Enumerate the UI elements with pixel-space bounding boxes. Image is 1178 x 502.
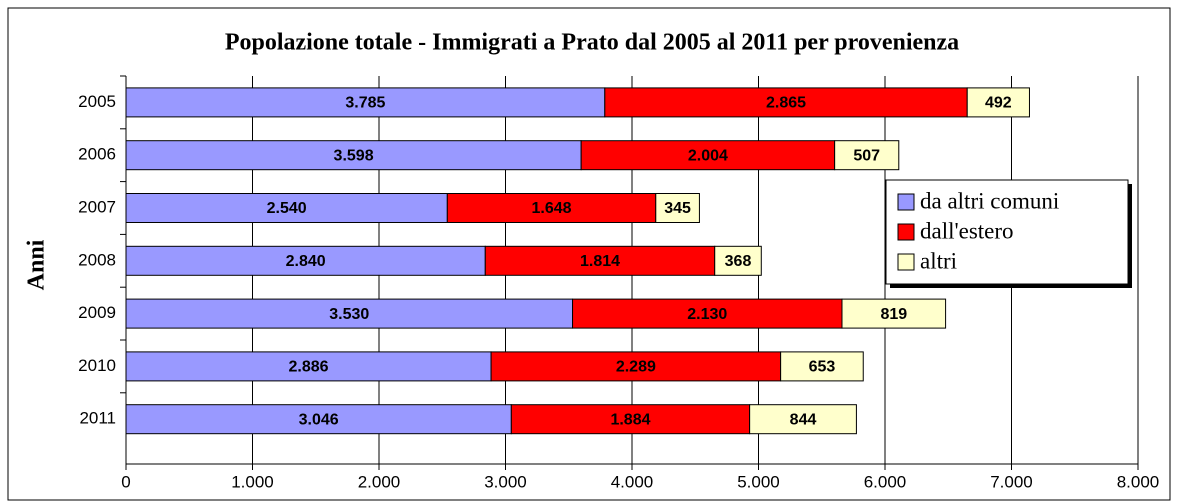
legend-swatch [897,253,915,271]
legend-label: da altri comuni [920,188,1059,213]
y-tick-label: 2011 [79,409,116,428]
bar-segment [125,193,448,223]
value-label: 1.884 [610,411,650,428]
x-tick-label: 5.000 [737,472,780,491]
value-label: 2.540 [267,200,307,217]
bar-segment [714,245,762,276]
x-tick-label: 7.000 [990,472,1033,491]
legend [885,179,1129,285]
value-label: 492 [985,95,1012,112]
value-label: 653 [809,359,836,376]
value-label: 2.289 [616,359,656,376]
x-tick-label: 6.000 [864,472,907,491]
bar-segment [510,404,751,435]
value-label: 3.530 [329,306,369,323]
y-tick-label: 2005 [78,92,116,111]
bar-segment [572,298,843,329]
bar-segment [580,140,836,171]
bar-segment [125,245,486,276]
value-label: 1.814 [580,253,620,270]
bar-segment [966,87,1030,118]
y-tick-label: 2010 [78,356,116,375]
x-tick-label: 4.000 [611,472,654,491]
value-label: 2.886 [289,359,329,376]
bar-segment [780,351,864,382]
x-tick-label: 3.000 [484,472,527,491]
bar-segment [749,404,857,435]
y-tick-label: 2008 [78,250,116,269]
bar-segment [604,87,968,118]
chart-title: Popolazione totale - Immigrati a Prato d… [225,30,959,56]
y-axis-title: Anni [24,239,50,290]
legend-swatch [897,223,915,241]
value-label: 3.598 [334,147,374,164]
value-label: 819 [880,306,907,323]
y-tick-label: 2006 [78,145,116,164]
x-tick-label: 8.000 [1117,472,1160,491]
y-tick-label: 2009 [78,303,116,322]
bar-segment [655,193,700,223]
bar-segment [125,351,492,382]
value-label: 3.046 [299,411,339,428]
value-label: 2.004 [688,147,728,164]
bar-segment [834,140,900,171]
value-label: 2.840 [286,253,326,270]
value-label: 2.865 [766,95,806,112]
x-tick-label: 1.000 [231,472,274,491]
value-label: 345 [664,200,691,217]
bar-segment [484,245,716,276]
bar-segment [125,298,574,329]
value-label: 1.648 [532,200,572,217]
value-label: 507 [853,147,880,164]
value-label: 844 [790,411,817,428]
legend-label: altri [920,248,957,273]
value-label: 2.130 [687,306,727,323]
x-tick-label: 0 [121,472,130,491]
value-label: 3.785 [345,95,385,112]
bar-segment [125,87,606,118]
x-tick-label: 2.000 [358,472,401,491]
legend-swatch [897,193,915,211]
legend-label: dall'estero [920,218,1014,243]
bar-segment [841,298,947,329]
value-label: 368 [725,253,752,270]
y-tick-label: 2007 [78,197,116,216]
